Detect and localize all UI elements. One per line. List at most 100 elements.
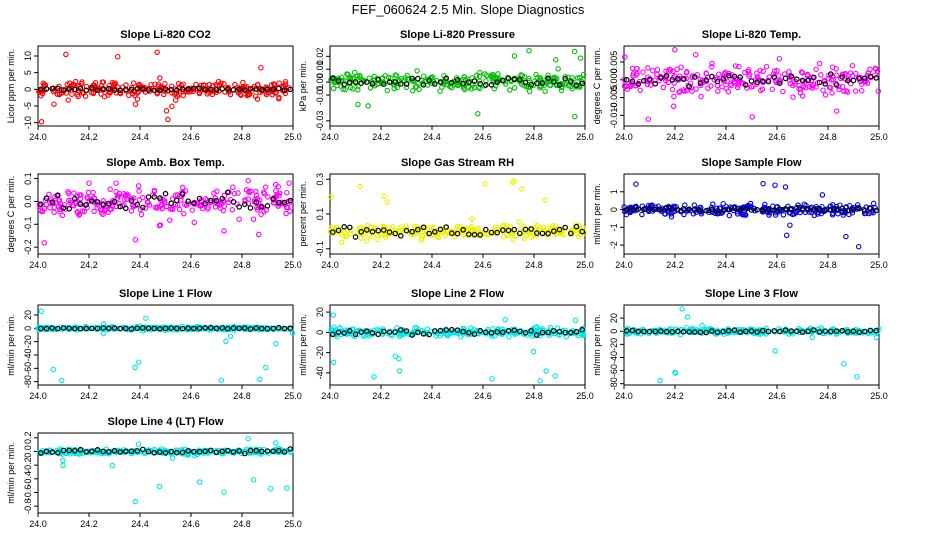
data-point-black: [258, 204, 265, 210]
data-point: [177, 325, 183, 332]
data-point-black: [471, 231, 478, 238]
data-point-black: [776, 206, 783, 213]
data-point-black: [499, 77, 506, 84]
data-point: [469, 330, 475, 337]
data-point-black: [230, 325, 237, 331]
data-point-black: [111, 87, 118, 93]
data-point-black: [270, 196, 277, 202]
series-main: [621, 180, 878, 250]
x-tick-label: 24.0: [615, 391, 633, 401]
data-point-black: [94, 446, 101, 453]
data-point-black: [83, 325, 90, 332]
panel-6: Slope Line 1 Flow 24.0 24.2 24.4 24.6 24.8 25.…: [6, 288, 302, 401]
data-point: [526, 88, 533, 95]
data-point-black: [686, 329, 693, 335]
data-point: [516, 219, 523, 225]
data-point: [250, 216, 257, 222]
data-point: [400, 227, 407, 233]
data-point: [230, 184, 236, 191]
x-tick-label: 24.4: [423, 391, 441, 401]
series-main: [621, 47, 882, 122]
data-point: [847, 80, 854, 87]
data-point: [640, 69, 646, 75]
data-point-black: [522, 79, 529, 86]
data-point-black: [375, 76, 382, 83]
data-point-black: [168, 86, 175, 93]
data-point: [436, 234, 442, 241]
data-point-black: [856, 205, 863, 212]
data-point-black: [788, 206, 795, 213]
data-point: [649, 202, 655, 208]
y-tick-label: -20: [609, 338, 619, 351]
data-point-black: [737, 207, 744, 213]
data-point-black: [652, 328, 659, 335]
y-tick-label: 0.3: [315, 173, 325, 186]
data-point: [50, 200, 56, 206]
data-point: [343, 232, 350, 239]
data-point: [115, 193, 122, 199]
x-tick-label: 24.2: [80, 132, 98, 142]
series-main: [35, 308, 296, 384]
x-tick-label: 24.8: [233, 391, 251, 401]
data-point-black: [448, 79, 455, 86]
data-point: [245, 177, 251, 184]
data-point-black: [822, 328, 829, 335]
data-point-black: [652, 206, 659, 213]
data-point-black: [539, 80, 546, 86]
series-main: [328, 47, 587, 120]
y-tick-label: 0.2: [23, 432, 33, 445]
data-point-black: [219, 86, 226, 92]
data-point-black: [708, 206, 715, 213]
data-point: [654, 71, 660, 78]
data-point-black: [213, 325, 220, 332]
y-tick-label: 0: [23, 326, 33, 331]
x-tick-label: 24.8: [233, 132, 251, 142]
data-point-black: [720, 328, 727, 335]
data-point: [86, 198, 92, 204]
data-point-black: [403, 81, 410, 87]
data-point: [83, 83, 90, 90]
data-point-black: [511, 226, 518, 233]
data-point: [238, 92, 244, 98]
data-point: [79, 208, 86, 214]
data-point: [847, 70, 854, 76]
data-point: [43, 201, 50, 208]
panel-3: Slope Amb. Box Temp. 24.0 24.2 24.4 24.6 24.8…: [6, 157, 302, 270]
data-point-black: [799, 205, 806, 212]
data-point: [670, 103, 677, 110]
data-point-black: [329, 331, 336, 338]
data-point-black: [191, 448, 197, 455]
data-point: [420, 73, 427, 79]
data-point-black: [270, 448, 277, 455]
data-point-black: [275, 85, 282, 92]
data-point-black: [680, 328, 687, 335]
data-point: [677, 88, 683, 94]
y-tick-label: -20: [315, 346, 325, 359]
data-point-black: [403, 328, 410, 334]
series-subset: [37, 189, 294, 212]
data-point: [744, 85, 750, 91]
data-point-black: [562, 224, 569, 231]
data-point: [135, 441, 142, 448]
data-point: [176, 206, 183, 213]
data-point-black: [264, 325, 271, 332]
data-point: [41, 240, 48, 246]
data-point: [506, 334, 512, 340]
panel-title: Slope Line 1 Flow: [119, 288, 212, 300]
data-point: [859, 81, 865, 87]
data-point: [287, 448, 294, 455]
data-point-black: [168, 200, 175, 207]
data-point: [633, 181, 639, 187]
data-point-black: [202, 86, 209, 93]
data-point-black: [567, 329, 574, 336]
data-point: [790, 94, 796, 100]
data-point-black: [703, 329, 710, 336]
data-point: [802, 209, 809, 216]
data-point-black: [162, 190, 169, 197]
data-point-black: [386, 329, 393, 336]
y-axis-label: Licor ppm per min.: [6, 49, 16, 124]
data-point-black: [281, 87, 288, 94]
data-point: [389, 223, 396, 230]
data-point-black: [431, 328, 438, 334]
data-point-black: [742, 206, 749, 212]
